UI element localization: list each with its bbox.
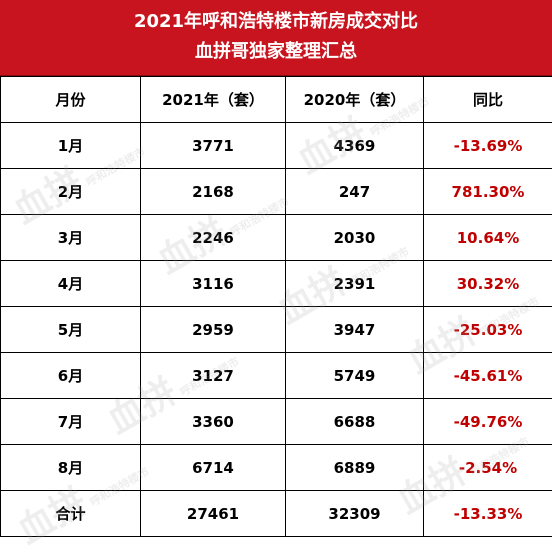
cell-2020: 2391 [286, 261, 424, 307]
sales-table: 月份 2021年（套） 2020年（套） 同比 1月 3771 4369 -13… [0, 76, 552, 537]
column-header-yoy: 同比 [424, 77, 552, 123]
cell-month: 7月 [1, 399, 141, 445]
cell-yoy: -25.03% [424, 307, 552, 353]
cell-2021: 3771 [141, 123, 286, 169]
table-row: 5月 2959 3947 -25.03% [1, 307, 552, 353]
cell-2021: 6714 [141, 445, 286, 491]
cell-2020: 5749 [286, 353, 424, 399]
table-header-row: 月份 2021年（套） 2020年（套） 同比 [1, 77, 552, 123]
cell-month: 3月 [1, 215, 141, 261]
table-row: 4月 3116 2391 30.32% [1, 261, 552, 307]
cell-2020: 2030 [286, 215, 424, 261]
cell-yoy: 781.30% [424, 169, 552, 215]
cell-month: 6月 [1, 353, 141, 399]
cell-month: 5月 [1, 307, 141, 353]
cell-month: 8月 [1, 445, 141, 491]
comparison-sheet: 2021年呼和浩特楼市新房成交对比 血拼哥独家整理汇总 月份 2021年（套） … [0, 0, 552, 537]
cell-2021: 2246 [141, 215, 286, 261]
column-header-month: 月份 [1, 77, 141, 123]
cell-2020: 6889 [286, 445, 424, 491]
cell-2021: 2959 [141, 307, 286, 353]
column-header-2020: 2020年（套） [286, 77, 424, 123]
cell-yoy: -13.69% [424, 123, 552, 169]
cell-total-yoy: -13.33% [424, 491, 552, 537]
cell-total-2020: 32309 [286, 491, 424, 537]
table-row: 3月 2246 2030 10.64% [1, 215, 552, 261]
page-subtitle: 血拼哥独家整理汇总 [0, 39, 552, 65]
cell-month: 4月 [1, 261, 141, 307]
cell-yoy: 10.64% [424, 215, 552, 261]
cell-yoy: 30.32% [424, 261, 552, 307]
title-banner: 2021年呼和浩特楼市新房成交对比 血拼哥独家整理汇总 [0, 0, 552, 76]
cell-2020: 247 [286, 169, 424, 215]
cell-2021: 3127 [141, 353, 286, 399]
table-row: 8月 6714 6889 -2.54% [1, 445, 552, 491]
table-row: 2月 2168 247 781.30% [1, 169, 552, 215]
cell-yoy: -49.76% [424, 399, 552, 445]
table-row: 1月 3771 4369 -13.69% [1, 123, 552, 169]
cell-2021: 3116 [141, 261, 286, 307]
cell-total-label: 合计 [1, 491, 141, 537]
cell-2020: 4369 [286, 123, 424, 169]
cell-yoy: -2.54% [424, 445, 552, 491]
cell-2021: 2168 [141, 169, 286, 215]
table-row: 7月 3360 6688 -49.76% [1, 399, 552, 445]
cell-yoy: -45.61% [424, 353, 552, 399]
column-header-2021: 2021年（套） [141, 77, 286, 123]
cell-month: 2月 [1, 169, 141, 215]
cell-2021: 3360 [141, 399, 286, 445]
page-title: 2021年呼和浩特楼市新房成交对比 [0, 9, 552, 35]
cell-total-2021: 27461 [141, 491, 286, 537]
table-row: 6月 3127 5749 -45.61% [1, 353, 552, 399]
cell-2020: 6688 [286, 399, 424, 445]
cell-2020: 3947 [286, 307, 424, 353]
cell-month: 1月 [1, 123, 141, 169]
total-row: 合计 27461 32309 -13.33% [1, 491, 552, 537]
